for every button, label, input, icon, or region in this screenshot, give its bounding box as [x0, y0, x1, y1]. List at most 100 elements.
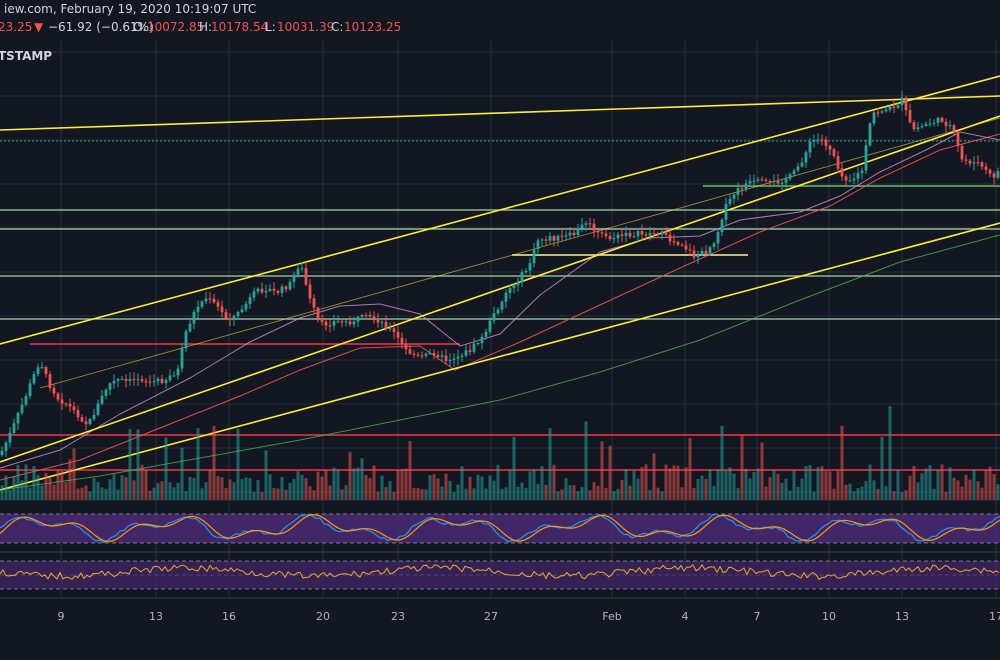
stoch-k-line	[0, 513, 1000, 544]
volume-bar	[396, 470, 400, 500]
volume-bar	[56, 470, 60, 500]
volume-bar	[936, 469, 940, 500]
volume-bar	[692, 487, 696, 500]
volume-bar	[176, 482, 180, 500]
candle-body	[128, 378, 132, 381]
candle-body	[268, 288, 272, 291]
candle-body	[440, 355, 444, 357]
candle-body	[408, 349, 412, 354]
candle-body	[488, 320, 492, 332]
candle-body	[60, 399, 64, 404]
trendline-thin	[39, 117, 1000, 389]
volume-bar	[288, 482, 292, 500]
volume-bar	[76, 488, 80, 500]
volume-bar	[260, 491, 264, 500]
candle-body	[8, 432, 12, 443]
volume-bar	[564, 478, 568, 500]
volume-bar	[400, 469, 404, 500]
high-value: 10178.54	[211, 20, 268, 34]
candle-body	[68, 403, 72, 407]
volume-bar	[612, 491, 616, 500]
volume-bar	[964, 474, 968, 500]
candle-body	[988, 169, 992, 174]
volume-bar	[832, 488, 836, 500]
x-tick-label: 4	[682, 610, 689, 623]
candle-body	[188, 323, 192, 332]
volume-bar	[724, 470, 728, 500]
candle-body	[776, 180, 780, 184]
volume-bar	[688, 438, 692, 500]
candle-body	[524, 270, 528, 273]
stoch-band	[0, 514, 1000, 543]
candle-body	[828, 145, 832, 150]
candle-body	[540, 239, 544, 241]
candle-body	[244, 303, 248, 310]
volume-bar	[780, 482, 784, 500]
volume-bar	[324, 470, 328, 500]
volume-bar	[592, 482, 596, 500]
volume-bar	[140, 464, 144, 500]
volume-bar	[64, 481, 68, 500]
volume-bar	[304, 478, 308, 500]
candle-body	[28, 383, 32, 397]
change-down-icon: ▼	[34, 20, 44, 34]
volume-bar	[836, 471, 840, 500]
candle-body	[592, 223, 596, 232]
candle-body	[412, 353, 416, 355]
volume-bar	[380, 475, 384, 500]
candle-body	[352, 321, 356, 325]
volume-bar	[312, 490, 316, 500]
volume-bar	[816, 467, 820, 500]
volume-bar	[364, 474, 368, 500]
candle-body	[736, 188, 740, 195]
volume-bar	[308, 486, 312, 500]
volume-bar	[616, 488, 620, 500]
volume-bar	[468, 477, 472, 500]
candle-body	[620, 234, 624, 236]
candle-body	[580, 224, 584, 229]
volume-bar	[776, 473, 780, 500]
volume-bar	[672, 465, 676, 500]
candle-body	[24, 396, 28, 405]
candle-body	[964, 159, 968, 161]
candle-body	[648, 233, 652, 236]
open-value: 10072.85	[147, 20, 204, 34]
volume-bar	[664, 464, 668, 500]
candle-body	[520, 272, 524, 283]
candle-body	[872, 112, 876, 124]
volume-bar	[116, 489, 120, 500]
candle-body	[324, 321, 328, 326]
volume-bar	[796, 486, 800, 500]
candle-body	[824, 139, 828, 146]
candle-body	[152, 381, 156, 383]
volume-bar	[644, 464, 648, 500]
volume-bar	[168, 482, 172, 500]
candle-body	[948, 125, 952, 127]
volume-bar	[432, 474, 436, 500]
candle-body	[256, 288, 260, 292]
candle-body	[816, 139, 820, 141]
volume-bar	[192, 478, 196, 500]
x-tick-label: 16	[222, 610, 236, 623]
candle-body	[160, 378, 164, 384]
volume-bar	[424, 489, 428, 500]
volume-bar	[36, 475, 40, 500]
candle-body	[208, 298, 212, 300]
candle-body	[600, 232, 604, 234]
candle-body	[344, 321, 348, 323]
volume-bar	[152, 487, 156, 500]
candle-body	[420, 355, 424, 357]
candle-body	[476, 343, 480, 345]
candle-body	[428, 352, 432, 354]
candle-body	[780, 182, 784, 184]
volume-bar	[528, 471, 532, 500]
candle-body	[748, 181, 752, 184]
volume-bar	[544, 484, 548, 500]
volume-bar	[488, 475, 492, 500]
volume-bar	[752, 472, 756, 500]
volume-bar	[888, 406, 892, 500]
candle-body	[840, 168, 844, 177]
volume-bar	[584, 421, 588, 500]
volume-bar	[660, 491, 664, 500]
candle-body	[740, 188, 744, 190]
